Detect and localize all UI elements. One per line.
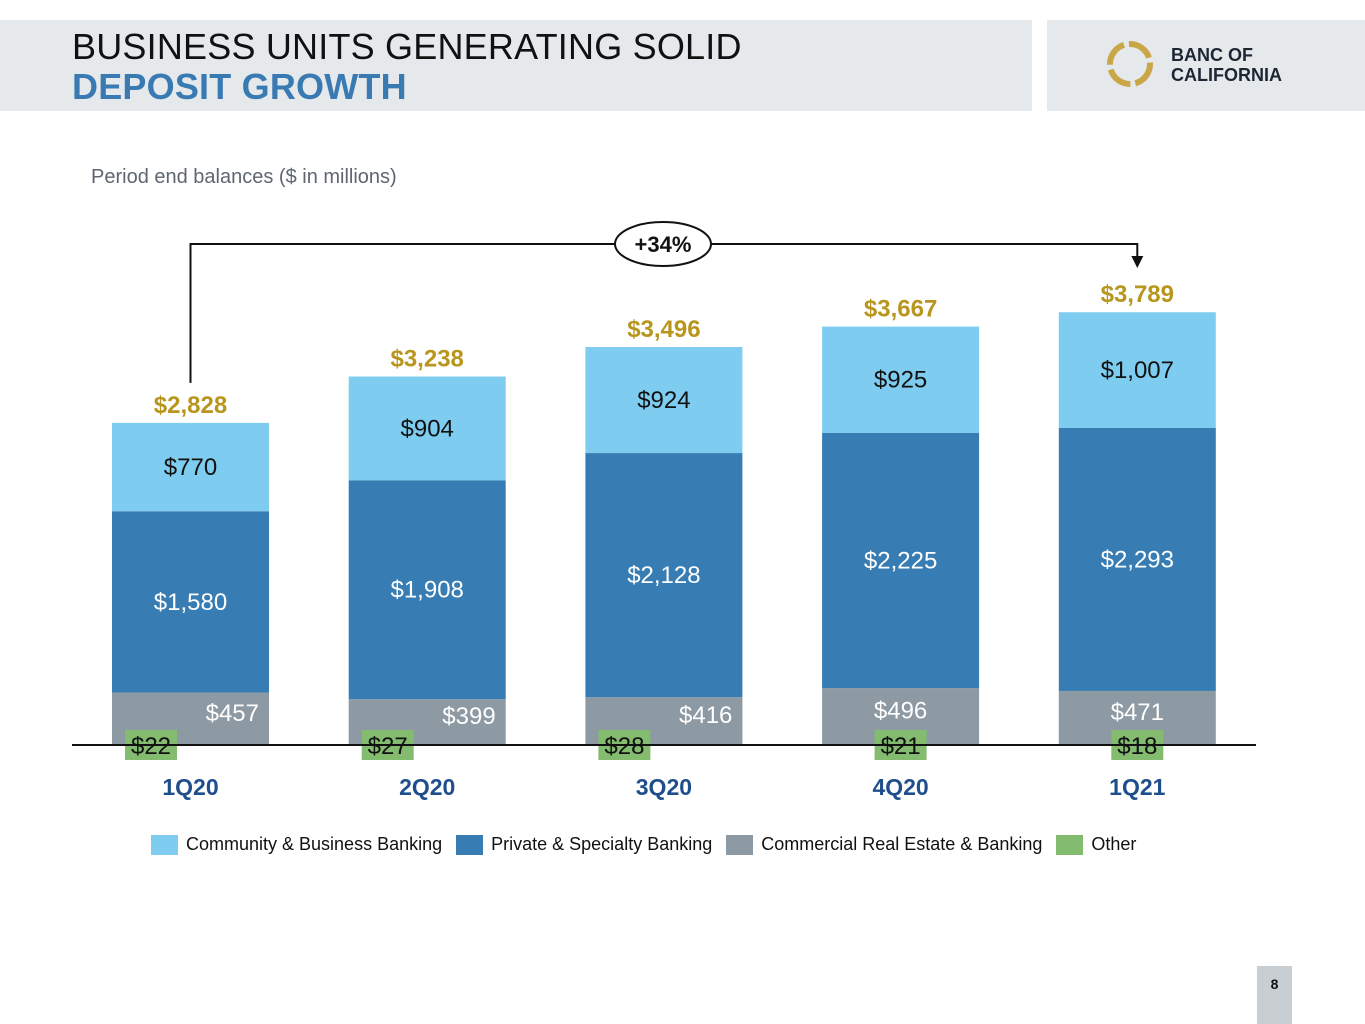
bar-segment-private [585, 453, 743, 698]
logo-line1: BANC OF [1171, 45, 1253, 65]
bar-label-community: $1,007 [1101, 357, 1174, 384]
bar-label-community: $904 [401, 415, 454, 442]
bar-segment-private [112, 511, 269, 693]
logo-ring-icon [1107, 41, 1153, 87]
x-tick-label: 2Q20 [399, 774, 455, 800]
x-tick-label: 4Q20 [872, 774, 928, 800]
bar-label-other: $21 [881, 733, 921, 760]
page-number: 8 [1257, 966, 1292, 1024]
bar-label-cre: $496 [874, 698, 927, 725]
growth-badge [614, 221, 712, 267]
page-title: BUSINESS UNITS GENERATING SOLID [72, 26, 742, 67]
logo-line2: CALIFORNIA [1171, 65, 1282, 85]
legend-item-private: Private & Specialty Banking [456, 834, 712, 855]
bar-label-private: $1,908 [390, 577, 463, 604]
legend-item-cre: Commercial Real Estate & Banking [726, 834, 1042, 855]
bar-label-other: $27 [368, 733, 408, 760]
bar-segment-private [348, 480, 506, 700]
bar-segment-community [1058, 312, 1216, 428]
bar-segment-community [822, 326, 980, 433]
bar-label-other: $28 [604, 733, 644, 760]
legend-item-other: Other [1056, 834, 1136, 855]
chart-subtitle: Period end balances ($ in millions) [91, 166, 397, 188]
bar-total-label: $3,238 [390, 346, 463, 373]
legend-swatch [1056, 834, 1084, 855]
legend-label: Community & Business Banking [186, 834, 443, 854]
page-title-highlight: DEPOSIT GROWTH [72, 66, 407, 107]
stacked-bar-chart: $457 $1,580 $770 $2,828 $22 1Q20 $399 $1,908 $90… [72, 221, 1256, 800]
x-tick-label: 1Q21 [1109, 774, 1165, 800]
bar-label-private: $2,128 [627, 562, 700, 589]
bar-label-community: $924 [637, 387, 690, 414]
bar-label-private: $1,580 [154, 589, 227, 616]
bar-label-cre: $416 [679, 702, 732, 729]
x-tick-label: 3Q20 [636, 774, 692, 800]
legend-label: Commercial Real Estate & Banking [761, 834, 1043, 854]
legend-label: Private & Specialty Banking [491, 834, 713, 854]
bar-total-label: $3,667 [864, 296, 937, 323]
bar-segment-community [348, 376, 506, 481]
legend-item-community: Community & Business Banking [151, 834, 442, 855]
bar-label-community: $925 [874, 367, 927, 394]
bar-total-label: $3,496 [627, 316, 700, 343]
bar-label-other: $18 [1117, 733, 1157, 760]
header-band [0, 20, 1032, 111]
bar-label-private: $2,293 [1101, 546, 1174, 573]
bar-total-label: $3,789 [1101, 281, 1174, 308]
bar-label-cre: $399 [442, 703, 495, 730]
bar-segment-community [585, 347, 743, 454]
bar-segment-community [112, 422, 269, 512]
bar-label-other: $22 [131, 733, 171, 760]
growth-annotation: +34% [635, 232, 692, 257]
growth-arrow-head [1131, 256, 1144, 268]
bar-label-community: $770 [164, 454, 217, 481]
legend-swatch [151, 834, 178, 855]
legend-swatch [456, 834, 484, 855]
legend-label: Other [1091, 834, 1137, 854]
bar-total-label: $2,828 [154, 392, 227, 419]
bar-segment-private [1058, 427, 1216, 691]
bar-label-private: $2,225 [864, 547, 937, 574]
chart-legend: Community & Business Banking Private & S… [151, 834, 1150, 855]
logo-text: BANC OF CALIFORNIA [1171, 45, 1282, 85]
bar-label-cre: $471 [1111, 699, 1164, 726]
bar-label-cre: $457 [206, 700, 259, 727]
x-tick-label: 1Q20 [162, 774, 218, 800]
bar-segment-private [822, 432, 980, 689]
legend-swatch [726, 834, 754, 855]
logo-band [1047, 20, 1365, 111]
